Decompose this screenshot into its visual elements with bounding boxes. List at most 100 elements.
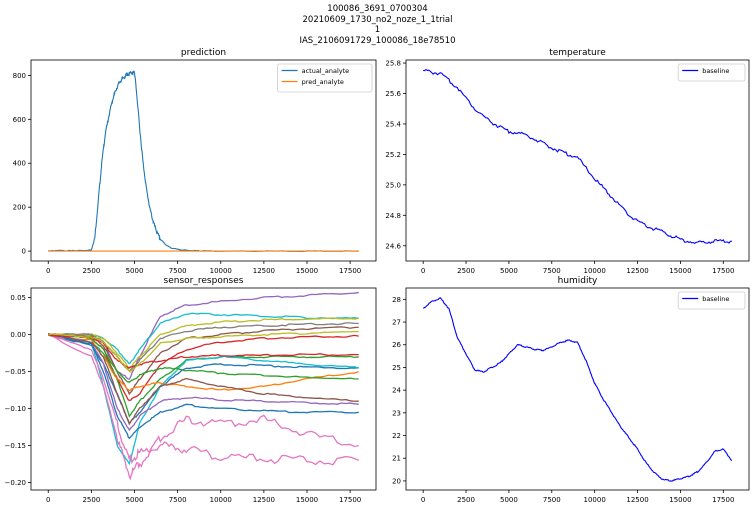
y-tick-label: 26: [392, 341, 401, 349]
chart-temperature: temperature 0 2500 5000 7500 10000 12500 15000 1…: [385, 48, 750, 275]
y-tick-label: 22: [392, 432, 401, 440]
plot-area: [47, 291, 360, 481]
y-tick-label: 600: [13, 116, 26, 124]
y-tick-label: 25.8: [385, 60, 401, 68]
y-tick-label: 24: [392, 387, 401, 395]
x-tick-label: 2500: [457, 496, 475, 504]
chart-title: sensor_responses: [164, 276, 244, 286]
x-tick-label: 0: [421, 496, 425, 504]
series-line: [48, 326, 359, 396]
y-tick-label: −0.20: [5, 479, 26, 487]
x-tick-label: 7500: [543, 496, 561, 504]
series-line: [48, 334, 359, 432]
x-tick-label: 10000: [210, 496, 232, 504]
x-tick-label: 15000: [296, 267, 318, 275]
suptitle-line-4: IAS_2106091729_100086_18e78510: [299, 35, 456, 46]
axes-frame: [405, 287, 750, 491]
x-tick-label: 5000: [126, 496, 144, 504]
legend-label: actual_analyte: [302, 67, 350, 75]
y-tick-label: 28: [392, 296, 401, 304]
figure-suptitle: 100086_3691_0700304 20210609_1730_no2_no…: [0, 4, 755, 46]
series-line: [48, 317, 359, 370]
x-tick-label: 5000: [500, 496, 518, 504]
series-line: [48, 333, 359, 426]
series-line: [48, 334, 359, 384]
legend-box: [277, 63, 373, 93]
legend-box: [677, 291, 746, 310]
x-tick-label: 0: [421, 267, 425, 275]
suptitle-line-1: 100086_3691_0700304: [327, 4, 428, 14]
legend: baseline: [677, 63, 746, 82]
x-tick-label: 5000: [126, 267, 144, 275]
x-tick-label: 17500: [712, 267, 734, 275]
axes-frame: [405, 59, 750, 262]
series-line: [423, 68, 732, 245]
legend-label: baseline: [702, 295, 729, 303]
chart-humidity: humidity 0 2500 5000 7500 10000 12500 15000 1750…: [392, 276, 750, 504]
x-tick-label: 12500: [253, 267, 275, 275]
y-tick-label: −0.15: [5, 442, 26, 450]
x-tick-label: 7500: [543, 267, 561, 275]
x-tick-label: 0: [46, 267, 50, 275]
legend-box: [677, 63, 746, 82]
y-tick-label: 0.00: [10, 331, 26, 339]
chart-prediction: prediction 0 2500 5000 7500 10000 12500 15000 17…: [13, 48, 377, 275]
y-tick-label: 27: [392, 319, 401, 327]
series-line: [423, 297, 733, 482]
series-line: [48, 70, 359, 252]
x-tick-label: 7500: [169, 267, 187, 275]
axes-frame: [30, 59, 377, 262]
suptitle-line-3: 1: [374, 25, 381, 35]
legend-label: pred_analyte: [302, 78, 344, 86]
chart-title: prediction: [181, 48, 226, 58]
series-line: [47, 333, 359, 425]
x-tick-label: 7500: [169, 496, 187, 504]
y-tick-label: 25.4: [385, 120, 401, 128]
y-tick-label: 25: [392, 364, 401, 372]
y-tick-label: 0.05: [10, 294, 26, 302]
y-tick-label: 400: [13, 160, 26, 168]
x-tick-label: 12500: [626, 267, 648, 275]
y-tick-label: 21: [392, 455, 401, 463]
y-tick-label: 24.6: [385, 242, 401, 250]
chart-title: temperature: [549, 48, 606, 58]
x-tick-label: 0: [46, 496, 50, 504]
axes-frame: [30, 287, 377, 491]
x-tick-label: 12500: [626, 496, 648, 504]
legend: actual_analyte pred_analyte: [277, 63, 373, 93]
x-tick-label: 10000: [584, 496, 606, 504]
x-tick-label: 15000: [669, 496, 691, 504]
x-tick-label: 12500: [253, 496, 275, 504]
y-tick-label: 200: [13, 204, 26, 212]
y-tick-label: 25.0: [385, 181, 401, 189]
legend-label: baseline: [702, 67, 729, 75]
suptitle-line-2: 20210609_1730_no2_noze_1_1trial: [302, 14, 453, 25]
chart-sensor_responses: sensor_responses 0 2500 5000 7500 10000 12500 1…: [5, 276, 377, 504]
x-tick-label: 15000: [669, 267, 691, 275]
x-tick-label: 10000: [584, 267, 606, 275]
plot-area: [423, 68, 732, 245]
x-tick-label: 17500: [712, 496, 734, 504]
legend: baseline: [677, 291, 746, 310]
x-tick-label: 2500: [82, 267, 100, 275]
y-tick-label: 23: [392, 409, 401, 417]
y-tick-label: 20: [392, 477, 401, 485]
chart-title: humidity: [558, 276, 598, 286]
x-tick-label: 17500: [339, 496, 361, 504]
x-tick-label: 17500: [339, 267, 361, 275]
y-tick-label: 25.2: [385, 151, 401, 159]
series-line: [48, 333, 359, 440]
y-tick-label: 800: [13, 72, 26, 80]
x-tick-label: 2500: [82, 496, 100, 504]
x-tick-label: 2500: [457, 267, 475, 275]
series-line: [47, 333, 359, 481]
series-line: [48, 330, 359, 373]
x-tick-label: 5000: [500, 267, 518, 275]
x-tick-label: 15000: [296, 496, 318, 504]
plot-area: [423, 297, 733, 482]
plot-area: [48, 70, 359, 252]
x-tick-label: 10000: [210, 267, 232, 275]
y-tick-label: −0.10: [5, 405, 26, 413]
y-tick-label: −0.05: [5, 368, 26, 376]
